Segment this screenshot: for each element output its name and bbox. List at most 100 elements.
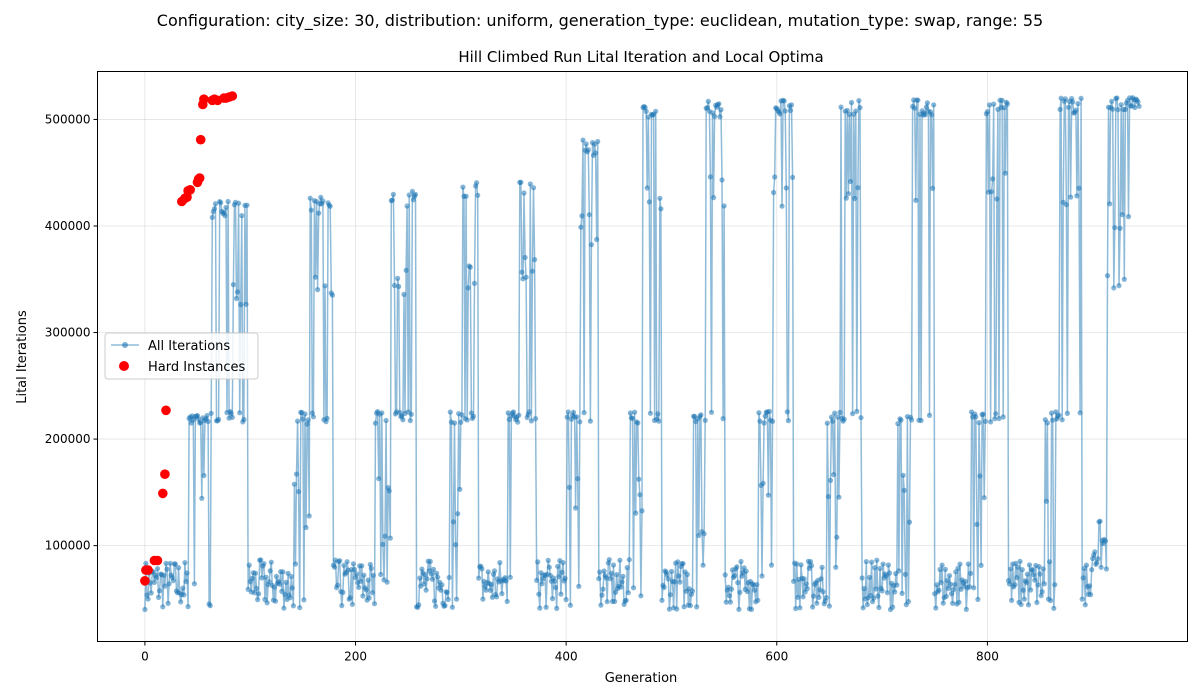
all-iterations-point bbox=[1070, 99, 1076, 105]
all-iterations-point bbox=[370, 572, 376, 578]
all-iterations-point bbox=[661, 584, 667, 591]
x-tick-label: 0 bbox=[141, 650, 149, 664]
all-iterations-point bbox=[164, 566, 170, 572]
all-iterations-point bbox=[722, 572, 728, 578]
all-iterations-point bbox=[971, 585, 977, 591]
all-iterations-point bbox=[549, 596, 556, 602]
all-iterations-point bbox=[618, 584, 624, 590]
all-iterations-point bbox=[866, 574, 873, 581]
all-iterations-point bbox=[310, 414, 316, 420]
all-iterations-point bbox=[784, 409, 790, 415]
all-iterations-point bbox=[744, 588, 750, 595]
all-iterations-point bbox=[844, 107, 850, 114]
all-iterations-point bbox=[608, 570, 615, 577]
all-iterations-point bbox=[404, 203, 410, 209]
all-iterations-point bbox=[457, 486, 463, 492]
all-iterations-point bbox=[894, 582, 900, 588]
all-iterations-point bbox=[1095, 556, 1101, 562]
all-iterations-point bbox=[701, 531, 707, 537]
all-iterations-point bbox=[694, 604, 700, 610]
all-iterations-point bbox=[1001, 105, 1007, 111]
all-iterations-point bbox=[1083, 562, 1089, 568]
all-iterations-point bbox=[201, 472, 207, 479]
all-iterations-point bbox=[936, 587, 942, 593]
all-iterations-point bbox=[358, 578, 364, 584]
all-iterations-point bbox=[1034, 599, 1040, 606]
all-iterations-point bbox=[366, 595, 372, 601]
all-iterations-point bbox=[371, 601, 378, 607]
all-iterations-point bbox=[536, 591, 542, 597]
all-iterations-point bbox=[577, 419, 583, 425]
all-iterations-point bbox=[638, 593, 644, 599]
all-iterations-point bbox=[738, 558, 744, 565]
all-iterations-point bbox=[465, 285, 471, 291]
all-iterations-point bbox=[752, 587, 758, 593]
all-iterations-point bbox=[143, 560, 149, 567]
all-iterations-point bbox=[848, 99, 855, 106]
all-iterations-point bbox=[367, 561, 373, 568]
all-iterations-point bbox=[732, 573, 738, 579]
all-iterations-point bbox=[387, 535, 393, 541]
all-iterations-point bbox=[475, 192, 481, 198]
all-iterations-point bbox=[720, 416, 726, 422]
all-iterations-point bbox=[1117, 225, 1123, 231]
legend-label-all: All Iterations bbox=[148, 339, 230, 354]
all-iterations-point bbox=[182, 560, 188, 566]
all-iterations-point bbox=[302, 411, 308, 417]
all-iterations-point bbox=[787, 107, 794, 114]
axis-ticks: 0 200 400 600 800 100000 200000 300000 400000 500… bbox=[45, 112, 999, 663]
all-iterations-point bbox=[391, 282, 398, 289]
all-iterations-point bbox=[838, 104, 844, 110]
all-iterations-point bbox=[191, 581, 197, 587]
all-iterations-point bbox=[827, 477, 834, 483]
all-iterations-point bbox=[244, 202, 250, 208]
all-iterations-point bbox=[209, 214, 215, 220]
all-iterations-point bbox=[166, 581, 172, 587]
y-tick-label: 100000 bbox=[45, 539, 91, 553]
all-iterations-point bbox=[261, 561, 267, 567]
all-iterations-point bbox=[327, 203, 333, 209]
all-iterations-point bbox=[1068, 194, 1074, 200]
all-iterations-point bbox=[630, 585, 637, 591]
x-axis-label: Generation bbox=[605, 671, 678, 686]
all-iterations-point bbox=[633, 510, 639, 516]
all-iterations-point bbox=[800, 594, 806, 600]
all-iterations-point bbox=[596, 576, 602, 582]
all-iterations-point bbox=[510, 409, 517, 415]
all-iterations-point bbox=[228, 410, 234, 416]
all-iterations-point bbox=[974, 521, 980, 528]
all-iterations-point bbox=[696, 532, 702, 539]
all-iterations-point bbox=[681, 604, 687, 610]
all-iterations-point bbox=[176, 565, 182, 571]
all-iterations-point bbox=[216, 416, 222, 423]
all-iterations-point bbox=[823, 595, 829, 601]
all-iterations-point bbox=[623, 597, 629, 603]
all-iterations-point bbox=[1065, 104, 1072, 110]
all-iterations-point bbox=[597, 569, 603, 575]
all-iterations-point bbox=[1053, 409, 1059, 415]
all-iterations-point bbox=[1097, 518, 1103, 524]
all-iterations-point bbox=[570, 409, 577, 415]
all-iterations-point bbox=[266, 579, 272, 585]
all-iterations-point bbox=[483, 587, 489, 593]
all-iterations-point bbox=[1075, 101, 1081, 107]
all-iterations-point bbox=[837, 409, 843, 415]
all-iterations-point bbox=[160, 604, 166, 610]
all-iterations-point bbox=[454, 596, 460, 602]
all-iterations-point bbox=[427, 558, 433, 565]
all-iterations-point bbox=[598, 602, 604, 608]
all-iterations-point bbox=[264, 600, 270, 606]
all-iterations-point bbox=[834, 534, 840, 540]
all-iterations-point bbox=[918, 417, 924, 424]
all-iterations-point bbox=[705, 98, 711, 104]
all-iterations-point bbox=[380, 541, 386, 548]
all-iterations-point bbox=[447, 409, 453, 415]
all-iterations-point bbox=[271, 584, 277, 590]
all-iterations-point bbox=[471, 280, 478, 286]
all-iterations-point bbox=[923, 104, 929, 110]
all-iterations-point bbox=[653, 108, 659, 114]
all-iterations-point bbox=[279, 588, 285, 595]
y-tick-label: 300000 bbox=[45, 326, 91, 340]
all-iterations-point bbox=[532, 257, 538, 263]
all-iterations-point bbox=[295, 418, 301, 424]
